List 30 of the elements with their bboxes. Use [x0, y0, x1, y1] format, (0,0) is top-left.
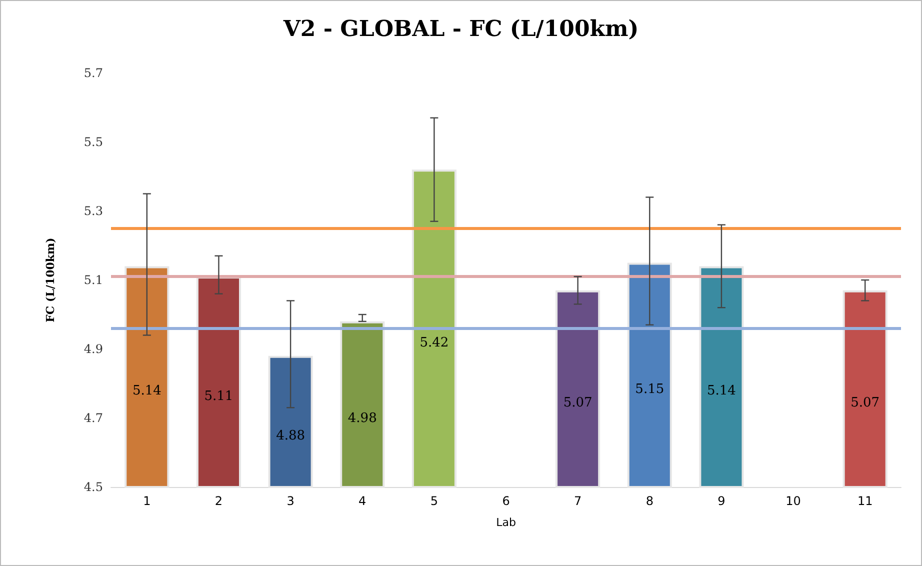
y-axis-title: FC (L/100km) [44, 238, 57, 322]
data-label: 5.07 [850, 396, 880, 411]
data-label: 5.14 [132, 384, 162, 399]
data-label: 5.14 [706, 384, 736, 399]
data-label: 5.11 [204, 388, 234, 404]
x-axis-title: Lab [496, 516, 516, 529]
data-label: 4.98 [348, 411, 377, 426]
y-tick-label: 5.5 [84, 135, 103, 149]
x-tick-label: 11 [857, 494, 873, 508]
y-tick-label: 4.5 [84, 480, 103, 494]
x-tick-label: 6 [502, 494, 510, 508]
data-label: 5.07 [563, 396, 592, 411]
x-tick-label: 10 [786, 494, 801, 508]
x-tick-label: 2 [214, 494, 223, 508]
y-tick-label: 5.3 [84, 204, 103, 218]
x-tick-label: 4 [358, 494, 366, 508]
data-label: 5.15 [635, 382, 664, 397]
y-tick-label: 5.1 [84, 273, 103, 287]
y-tick-label: 4.9 [84, 342, 103, 356]
y-tick-label: 4.7 [84, 411, 103, 425]
x-tick-label: 9 [718, 494, 726, 508]
data-label: 4.88 [276, 428, 306, 444]
chart-title: V2 - GLOBAL - FC (L/100km) [282, 16, 639, 42]
x-tick-label: 5 [430, 494, 438, 508]
data-label: 5.42 [420, 335, 449, 350]
y-tick-label: 5.7 [84, 66, 103, 80]
x-tick-label: 3 [286, 494, 294, 508]
x-tick-label: 7 [574, 494, 582, 508]
x-tick-label: 1 [143, 494, 151, 508]
x-tick-label: 8 [646, 494, 654, 508]
